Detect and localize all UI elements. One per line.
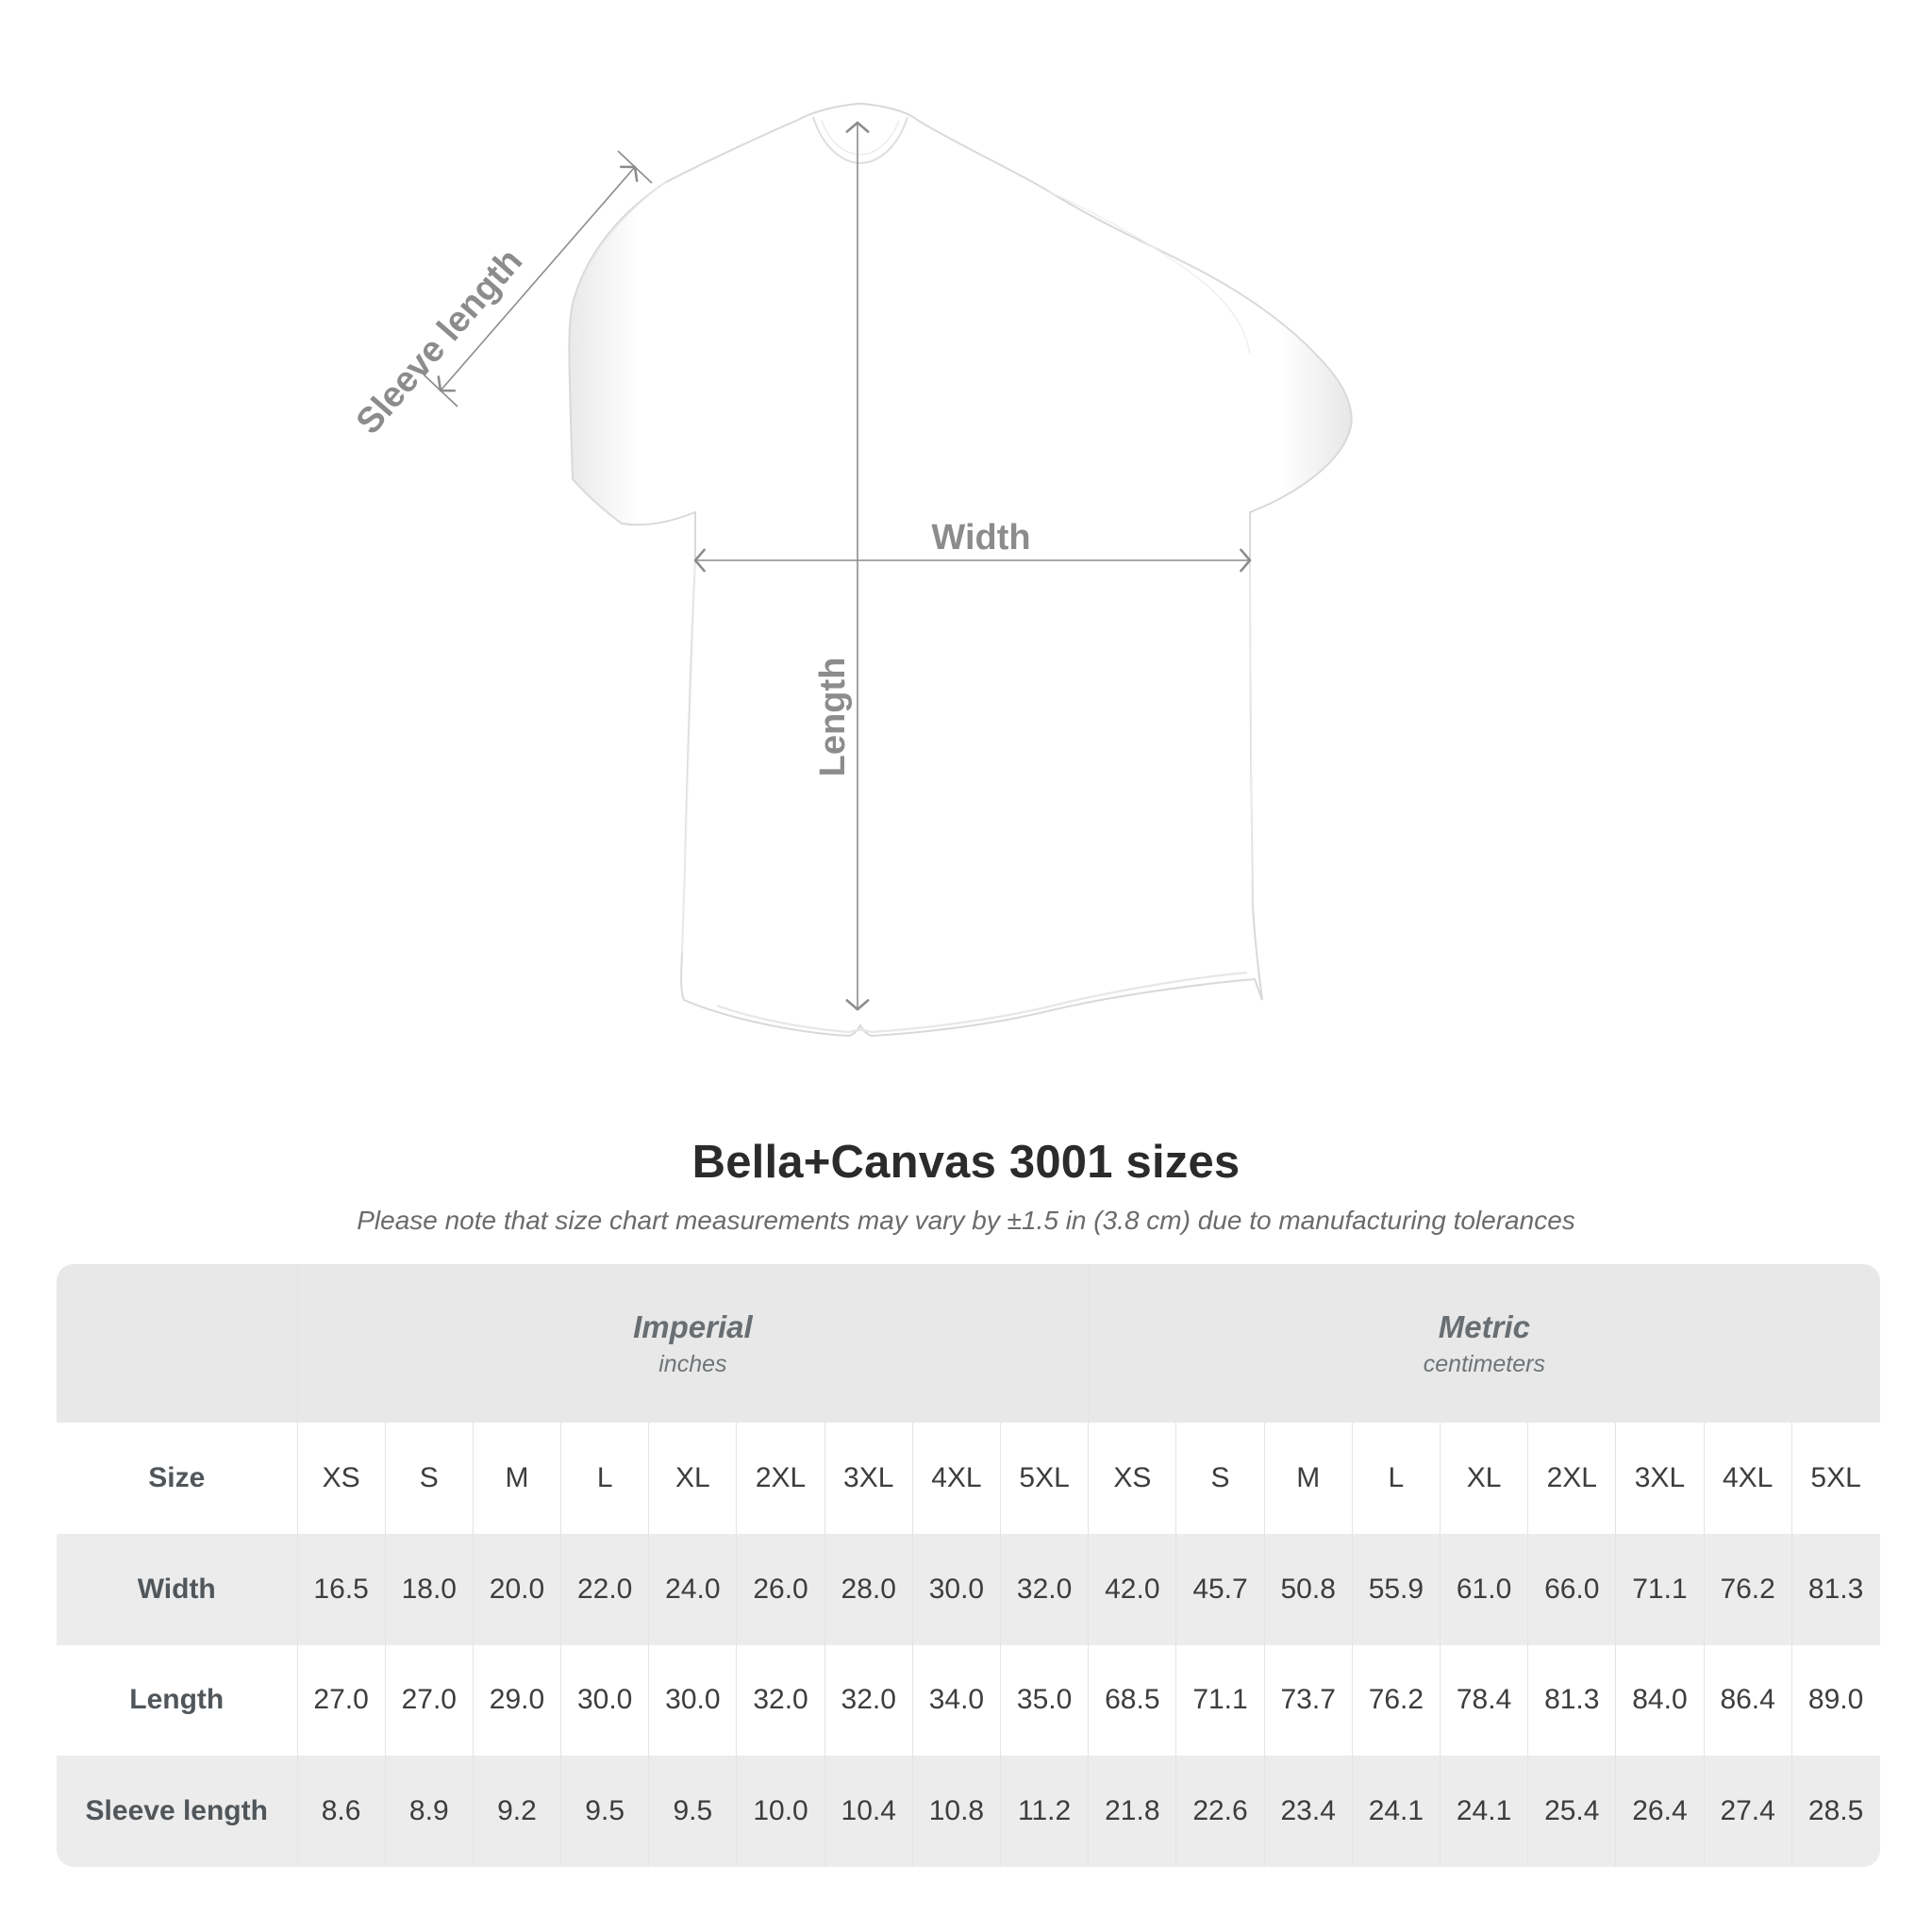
svg-text:Width: Width [931,518,1030,558]
svg-text:Sleeve length: Sleeve length [349,242,530,441]
svg-text:Length: Length [813,658,853,777]
